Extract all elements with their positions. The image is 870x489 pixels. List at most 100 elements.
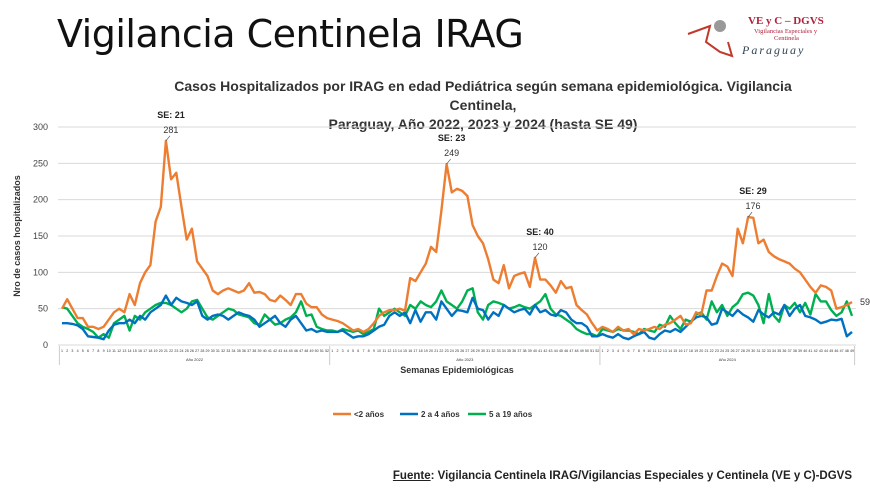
x-tick-label: 27: [195, 349, 199, 353]
x-tick-label: 34: [232, 349, 236, 353]
slide-title: Vigilancia Centinela IRAG: [57, 12, 524, 56]
x-tick-label: 28: [741, 349, 745, 353]
x-tick-label: 19: [694, 349, 698, 353]
x-tick-label: 19: [154, 349, 158, 353]
x-tick-label: 12: [658, 349, 662, 353]
annotation-label: SE: 23: [438, 133, 466, 143]
x-tick-label: 38: [793, 349, 797, 353]
x-tick-label: 15: [673, 349, 677, 353]
x-tick-label: 1: [61, 349, 63, 353]
x-tick-label: 49: [309, 349, 313, 353]
x-tick-label: 31: [216, 349, 220, 353]
x-tick-label: 21: [164, 349, 168, 353]
x-tick-label: 20: [159, 349, 163, 353]
x-tick-label: 45: [829, 349, 833, 353]
y-tick-label: 0: [43, 340, 48, 350]
x-tick-label: 19: [424, 349, 428, 353]
x-tick-label: 46: [294, 349, 298, 353]
x-tick-label: 40: [263, 349, 267, 353]
x-tick-label: 44: [283, 349, 287, 353]
x-tick-label: 3: [612, 349, 614, 353]
x-tick-label: 42: [543, 349, 547, 353]
x-tick-label: 37: [788, 349, 792, 353]
x-tick-label: 18: [419, 349, 423, 353]
x-tick-label: 36: [242, 349, 246, 353]
x-tick-label: 33: [497, 349, 501, 353]
x-tick-label: 43: [549, 349, 553, 353]
x-tick-label: 27: [736, 349, 740, 353]
x-tick-label: 9: [103, 349, 105, 353]
x-tick-label: 3: [71, 349, 73, 353]
x-tick-label: 14: [668, 349, 672, 353]
x-tick-label: 4: [617, 349, 619, 353]
year-label: Año 2022: [186, 357, 204, 362]
chart-title-line2: Paraguay, Año 2022, 2023 y 2024 (hasta S…: [328, 116, 638, 132]
x-tick-label: 13: [663, 349, 667, 353]
x-tick-label: 18: [148, 349, 152, 353]
x-tick-label: 4: [347, 349, 349, 353]
x-tick-label: 45: [559, 349, 563, 353]
x-tick-label: 6: [628, 349, 630, 353]
x-tick-label: 10: [377, 349, 381, 353]
x-tick-label: 7: [633, 349, 635, 353]
x-tick-label: 15: [403, 349, 407, 353]
series-line: [61, 287, 854, 339]
annotation-leader: [534, 252, 540, 259]
x-tick-label: 31: [756, 349, 760, 353]
chart-title: Casos Hospitalizados por IRAG en edad Pe…: [150, 77, 816, 134]
x-tick-label: 2: [607, 349, 609, 353]
data-label: 120: [532, 242, 547, 252]
x-tick-label: 40: [533, 349, 537, 353]
x-tick-label: 16: [678, 349, 682, 353]
x-tick-label: 26: [730, 349, 734, 353]
x-tick-label: 30: [751, 349, 755, 353]
x-tick-label: 37: [517, 349, 521, 353]
x-tick-label: 48: [575, 349, 579, 353]
annotation-label: SE: 21: [157, 110, 185, 120]
x-tick-label: 3: [342, 349, 344, 353]
series-line: [60, 139, 853, 336]
x-tick-label: 41: [538, 349, 542, 353]
paraguay-map-icon: [687, 24, 734, 58]
x-tick-label: 14: [128, 349, 132, 353]
x-tick-label: 5: [82, 349, 84, 353]
chart-title-line1: Casos Hospitalizados por IRAG en edad Pe…: [174, 78, 792, 113]
x-tick-label: 23: [715, 349, 719, 353]
x-tick-label: 22: [439, 349, 443, 353]
x-axis-label: Semanas Epidemiológicas: [400, 365, 514, 375]
logo: VE y C – DGVS Vigilancias Especiales y C…: [687, 15, 824, 58]
x-tick-label: 46: [834, 349, 838, 353]
annotation-leader: [446, 158, 451, 165]
magnifier-icon: [714, 20, 726, 32]
x-tick-label: 18: [689, 349, 693, 353]
x-tick-label: 30: [211, 349, 215, 353]
x-tick-label: 13: [122, 349, 126, 353]
x-tick-label: 29: [206, 349, 210, 353]
x-tick-label: 25: [185, 349, 189, 353]
x-tick-label: 48: [845, 349, 849, 353]
x-tick-label: 32: [221, 349, 225, 353]
legend-label: <2 años: [354, 410, 385, 419]
x-tick-label: 43: [278, 349, 282, 353]
y-axis-label: Nro de casos hospitalizados: [12, 175, 22, 297]
y-tick-label: 250: [33, 158, 48, 168]
x-tick-label: 26: [460, 349, 464, 353]
x-tick-label: 20: [699, 349, 703, 353]
legend-label: 5 a 19 años: [489, 410, 533, 419]
data-label: 176: [746, 201, 761, 211]
x-tick-label: 47: [569, 349, 573, 353]
x-tick-label: 24: [180, 349, 184, 353]
logo-line2: Vigilancias Especiales y: [754, 28, 818, 35]
x-tick-label: 10: [647, 349, 651, 353]
x-tick-label: 23: [445, 349, 449, 353]
x-tick-label: 30: [481, 349, 485, 353]
x-tick-label: 24: [450, 349, 454, 353]
x-tick-label: 36: [782, 349, 786, 353]
x-tick-label: 48: [304, 349, 308, 353]
x-tick-label: 44: [554, 349, 558, 353]
x-tick-label: 50: [585, 349, 589, 353]
x-tick-label: 24: [720, 349, 724, 353]
x-tick-label: 7: [92, 349, 94, 353]
x-tick-label: 8: [368, 349, 370, 353]
